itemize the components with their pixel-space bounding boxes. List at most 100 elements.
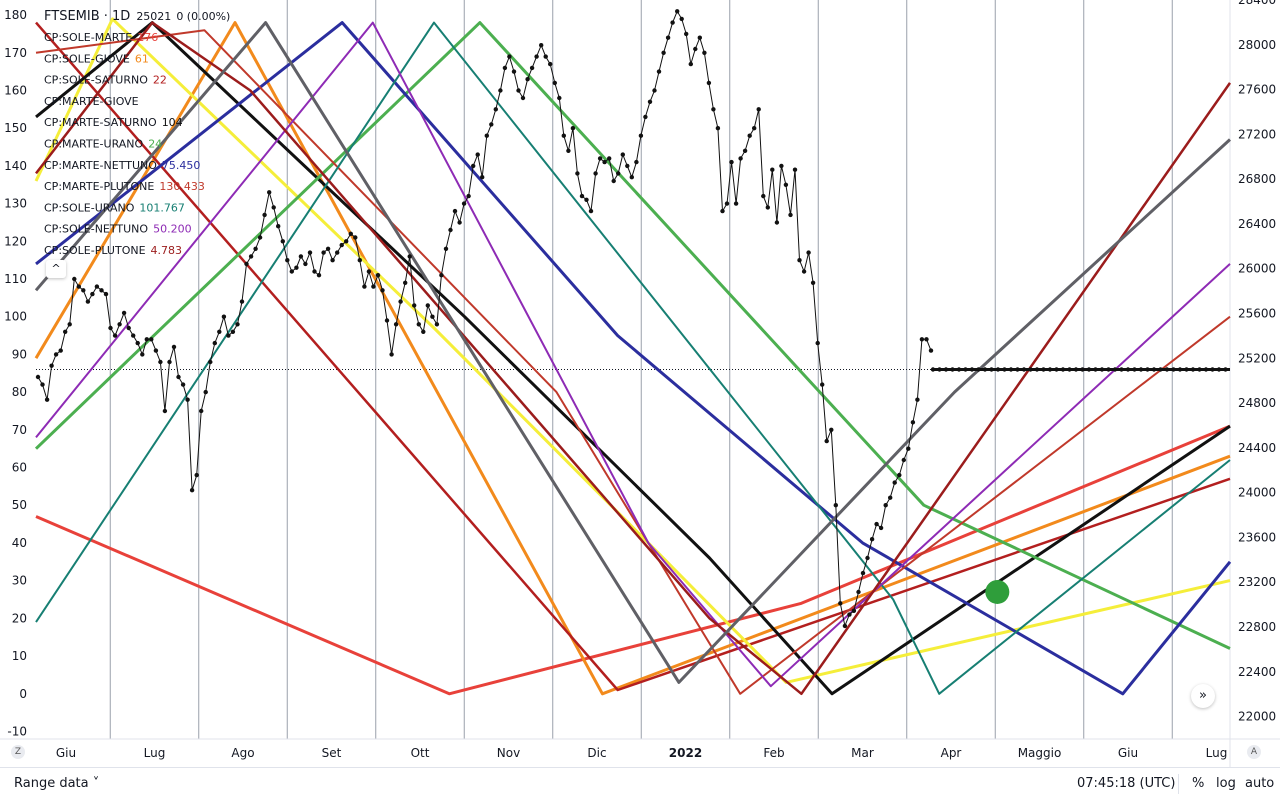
legend-item[interactable]: CP:MARTE-NETTUNO 75.450 xyxy=(44,159,200,172)
price-point xyxy=(294,265,299,270)
right-tick-label: 28000 xyxy=(1238,38,1276,52)
price-point xyxy=(298,254,304,259)
price-point xyxy=(76,284,82,289)
price-point xyxy=(475,152,480,157)
price-point xyxy=(752,126,757,131)
price-point xyxy=(416,322,421,327)
x-tick-label: 2022 xyxy=(669,746,702,760)
legend-item[interactable]: CP:MARTE-URANO 24 xyxy=(44,138,162,151)
forecast-point xyxy=(1080,367,1085,372)
right-corner-button[interactable]: A xyxy=(1247,745,1261,759)
price-point xyxy=(217,329,222,334)
forecast-point xyxy=(969,367,975,372)
right-axis[interactable]: 28400 28000 27600 27200 26800 26400 26000 25600… xyxy=(1238,0,1276,724)
forecast-point xyxy=(1099,367,1105,372)
price-point xyxy=(339,242,344,248)
price-point xyxy=(203,389,208,395)
log-scale-toggle[interactable]: log xyxy=(1216,776,1236,791)
price-point xyxy=(679,16,684,22)
price-point xyxy=(312,269,317,274)
forecast-point xyxy=(1008,367,1014,372)
price-point xyxy=(838,601,843,606)
left-tick-label: 90 xyxy=(12,347,27,361)
price-point xyxy=(162,408,168,414)
x-tick-label: Nov xyxy=(497,746,520,760)
price-point xyxy=(770,167,775,172)
price-point xyxy=(765,205,770,210)
forecast-point xyxy=(1060,367,1066,372)
scroll-to-realtime-button[interactable]: » xyxy=(1191,684,1215,708)
x-tick-label: Apr xyxy=(941,746,962,760)
right-tick-label: 22800 xyxy=(1238,620,1276,634)
x-tick-label: Mar xyxy=(851,746,874,760)
left-tick-label: 170 xyxy=(4,46,27,60)
left-tick-label: 30 xyxy=(12,574,27,588)
time-axis[interactable]: Giu Lug Ago Set Ott Nov Dic 2022 Feb Mar Apr Maggio… xyxy=(56,746,1227,760)
price-point xyxy=(239,299,245,304)
legend-item[interactable]: CP:SOLE-GIOVE 61 xyxy=(44,52,149,65)
collapse-legend-button[interactable]: ^ xyxy=(46,260,66,278)
price-point xyxy=(452,208,458,214)
range-data-button[interactable]: Range data ˅ xyxy=(14,776,100,791)
auto-scale-toggle[interactable]: auto xyxy=(1245,776,1275,791)
left-tick-label: 110 xyxy=(4,272,27,286)
left-tick-label: 60 xyxy=(12,461,27,475)
price-point xyxy=(393,322,399,327)
price-point xyxy=(289,269,294,274)
percent-scale-toggle[interactable]: % xyxy=(1192,776,1205,791)
series-line xyxy=(35,21,1231,688)
price-point xyxy=(684,31,689,37)
left-corner-button[interactable]: Z xyxy=(11,745,25,759)
price-point xyxy=(915,397,920,402)
price-point xyxy=(665,35,671,40)
legend-item[interactable]: CP:SOLE-URANO 101.767 xyxy=(44,201,185,214)
legend-item[interactable]: CP:SOLE-PLUTONE 4.783 xyxy=(44,244,182,257)
forecast-point xyxy=(1073,367,1079,372)
price-point xyxy=(248,254,254,259)
legend-item[interactable]: CP:SOLE-MARTE 176 xyxy=(44,31,158,44)
forecast-point xyxy=(1203,367,1209,372)
forecast-point xyxy=(1093,367,1098,372)
price-point xyxy=(67,322,72,327)
right-tick-label: 25600 xyxy=(1238,307,1276,321)
price-point xyxy=(457,220,462,225)
price-point xyxy=(729,159,734,165)
forecast-point xyxy=(1047,367,1053,372)
price-point xyxy=(407,254,412,259)
legend-item[interactable]: CP:SOLE-SATURNO 22 xyxy=(44,74,167,87)
price-point xyxy=(534,54,539,59)
price-point xyxy=(194,472,199,478)
price-point xyxy=(108,325,113,331)
price-point xyxy=(412,303,417,308)
price-point xyxy=(783,182,789,187)
price-point xyxy=(557,95,562,101)
chart-svg: 1801701601501401301201101009080706050403… xyxy=(0,0,1280,767)
legend-item[interactable]: CP:MARTE-PLUTONE 130.433 xyxy=(44,180,205,193)
price-point xyxy=(919,337,925,342)
price-point xyxy=(539,43,544,48)
price-point xyxy=(847,612,852,617)
price-point xyxy=(516,88,521,93)
x-tick-label: Giu xyxy=(56,746,76,760)
legend-item[interactable]: CP:SOLE-NETTUNO 50.200 xyxy=(44,223,192,236)
forecast-point xyxy=(1054,367,1059,372)
legend-item[interactable]: CP:MARTE-SATURNO 104 xyxy=(44,116,183,129)
price-point xyxy=(285,258,290,263)
price-point xyxy=(856,589,861,595)
legend-item[interactable]: CP:MARTE-GIOVE xyxy=(44,95,139,108)
price-point xyxy=(860,570,866,576)
price-point xyxy=(579,193,585,199)
price-point xyxy=(267,190,272,195)
price-point xyxy=(103,291,109,297)
series-line xyxy=(35,21,1231,692)
price-point xyxy=(353,235,358,240)
price-point xyxy=(810,280,816,285)
price-point xyxy=(588,208,594,214)
price-point xyxy=(638,133,644,138)
price-point xyxy=(888,495,893,500)
chart-symbol[interactable]: FTSEMIB · 1D 25021 0 (0.00%) xyxy=(44,9,230,24)
series-line xyxy=(35,21,1232,696)
price-point xyxy=(362,284,367,289)
forecast-point xyxy=(1171,367,1176,372)
price-point xyxy=(280,239,285,244)
